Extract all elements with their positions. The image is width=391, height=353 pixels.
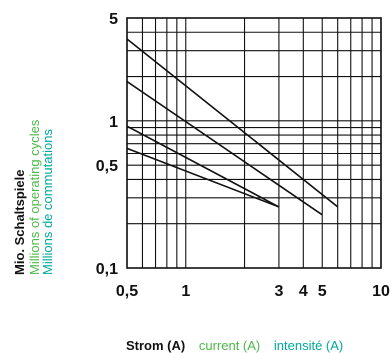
- y-axis-label-fr: Millions de commutations: [40, 129, 55, 275]
- y-axis-label-en: Millions of operating cycles: [27, 119, 42, 275]
- series-line-3: [126, 125, 280, 208]
- y-axis-label: Mio. Schaltspiele Millions of operating …: [12, 116, 55, 275]
- x-tick-label-5: 10: [372, 283, 390, 300]
- series-line-1: [126, 38, 339, 208]
- y-tick-label-3: 5: [109, 11, 118, 28]
- y-tick-label-2: 1: [109, 114, 118, 131]
- x-axis-label-en: current (A): [199, 338, 260, 353]
- tick-labels: 0,5 1 3 4 5 100,10,515: [96, 11, 390, 300]
- y-axis-label-de: Mio. Schaltspiele: [12, 170, 27, 275]
- y-tick-label-0: 0,1: [96, 261, 118, 278]
- series-line-2: [126, 80, 323, 216]
- series-line-4: [126, 147, 280, 208]
- plot-frame: [126, 17, 382, 269]
- x-tick-label-1: 1: [181, 283, 190, 300]
- x-tick-label-0: 0,5: [116, 283, 138, 300]
- x-tick-label-3: 4: [299, 283, 308, 300]
- x-tick-label-2: 3: [274, 283, 283, 300]
- x-axis-label-fr: intensité (A): [274, 338, 343, 353]
- x-axis-label: Strom (A) current (A) intensité (A): [126, 338, 343, 353]
- series-lines: [126, 38, 339, 216]
- x-axis-label-de: Strom (A): [126, 338, 185, 353]
- x-tick-label-4: 5: [318, 283, 327, 300]
- y-tick-label-1: 0,5: [96, 158, 118, 175]
- grid: [126, 17, 382, 269]
